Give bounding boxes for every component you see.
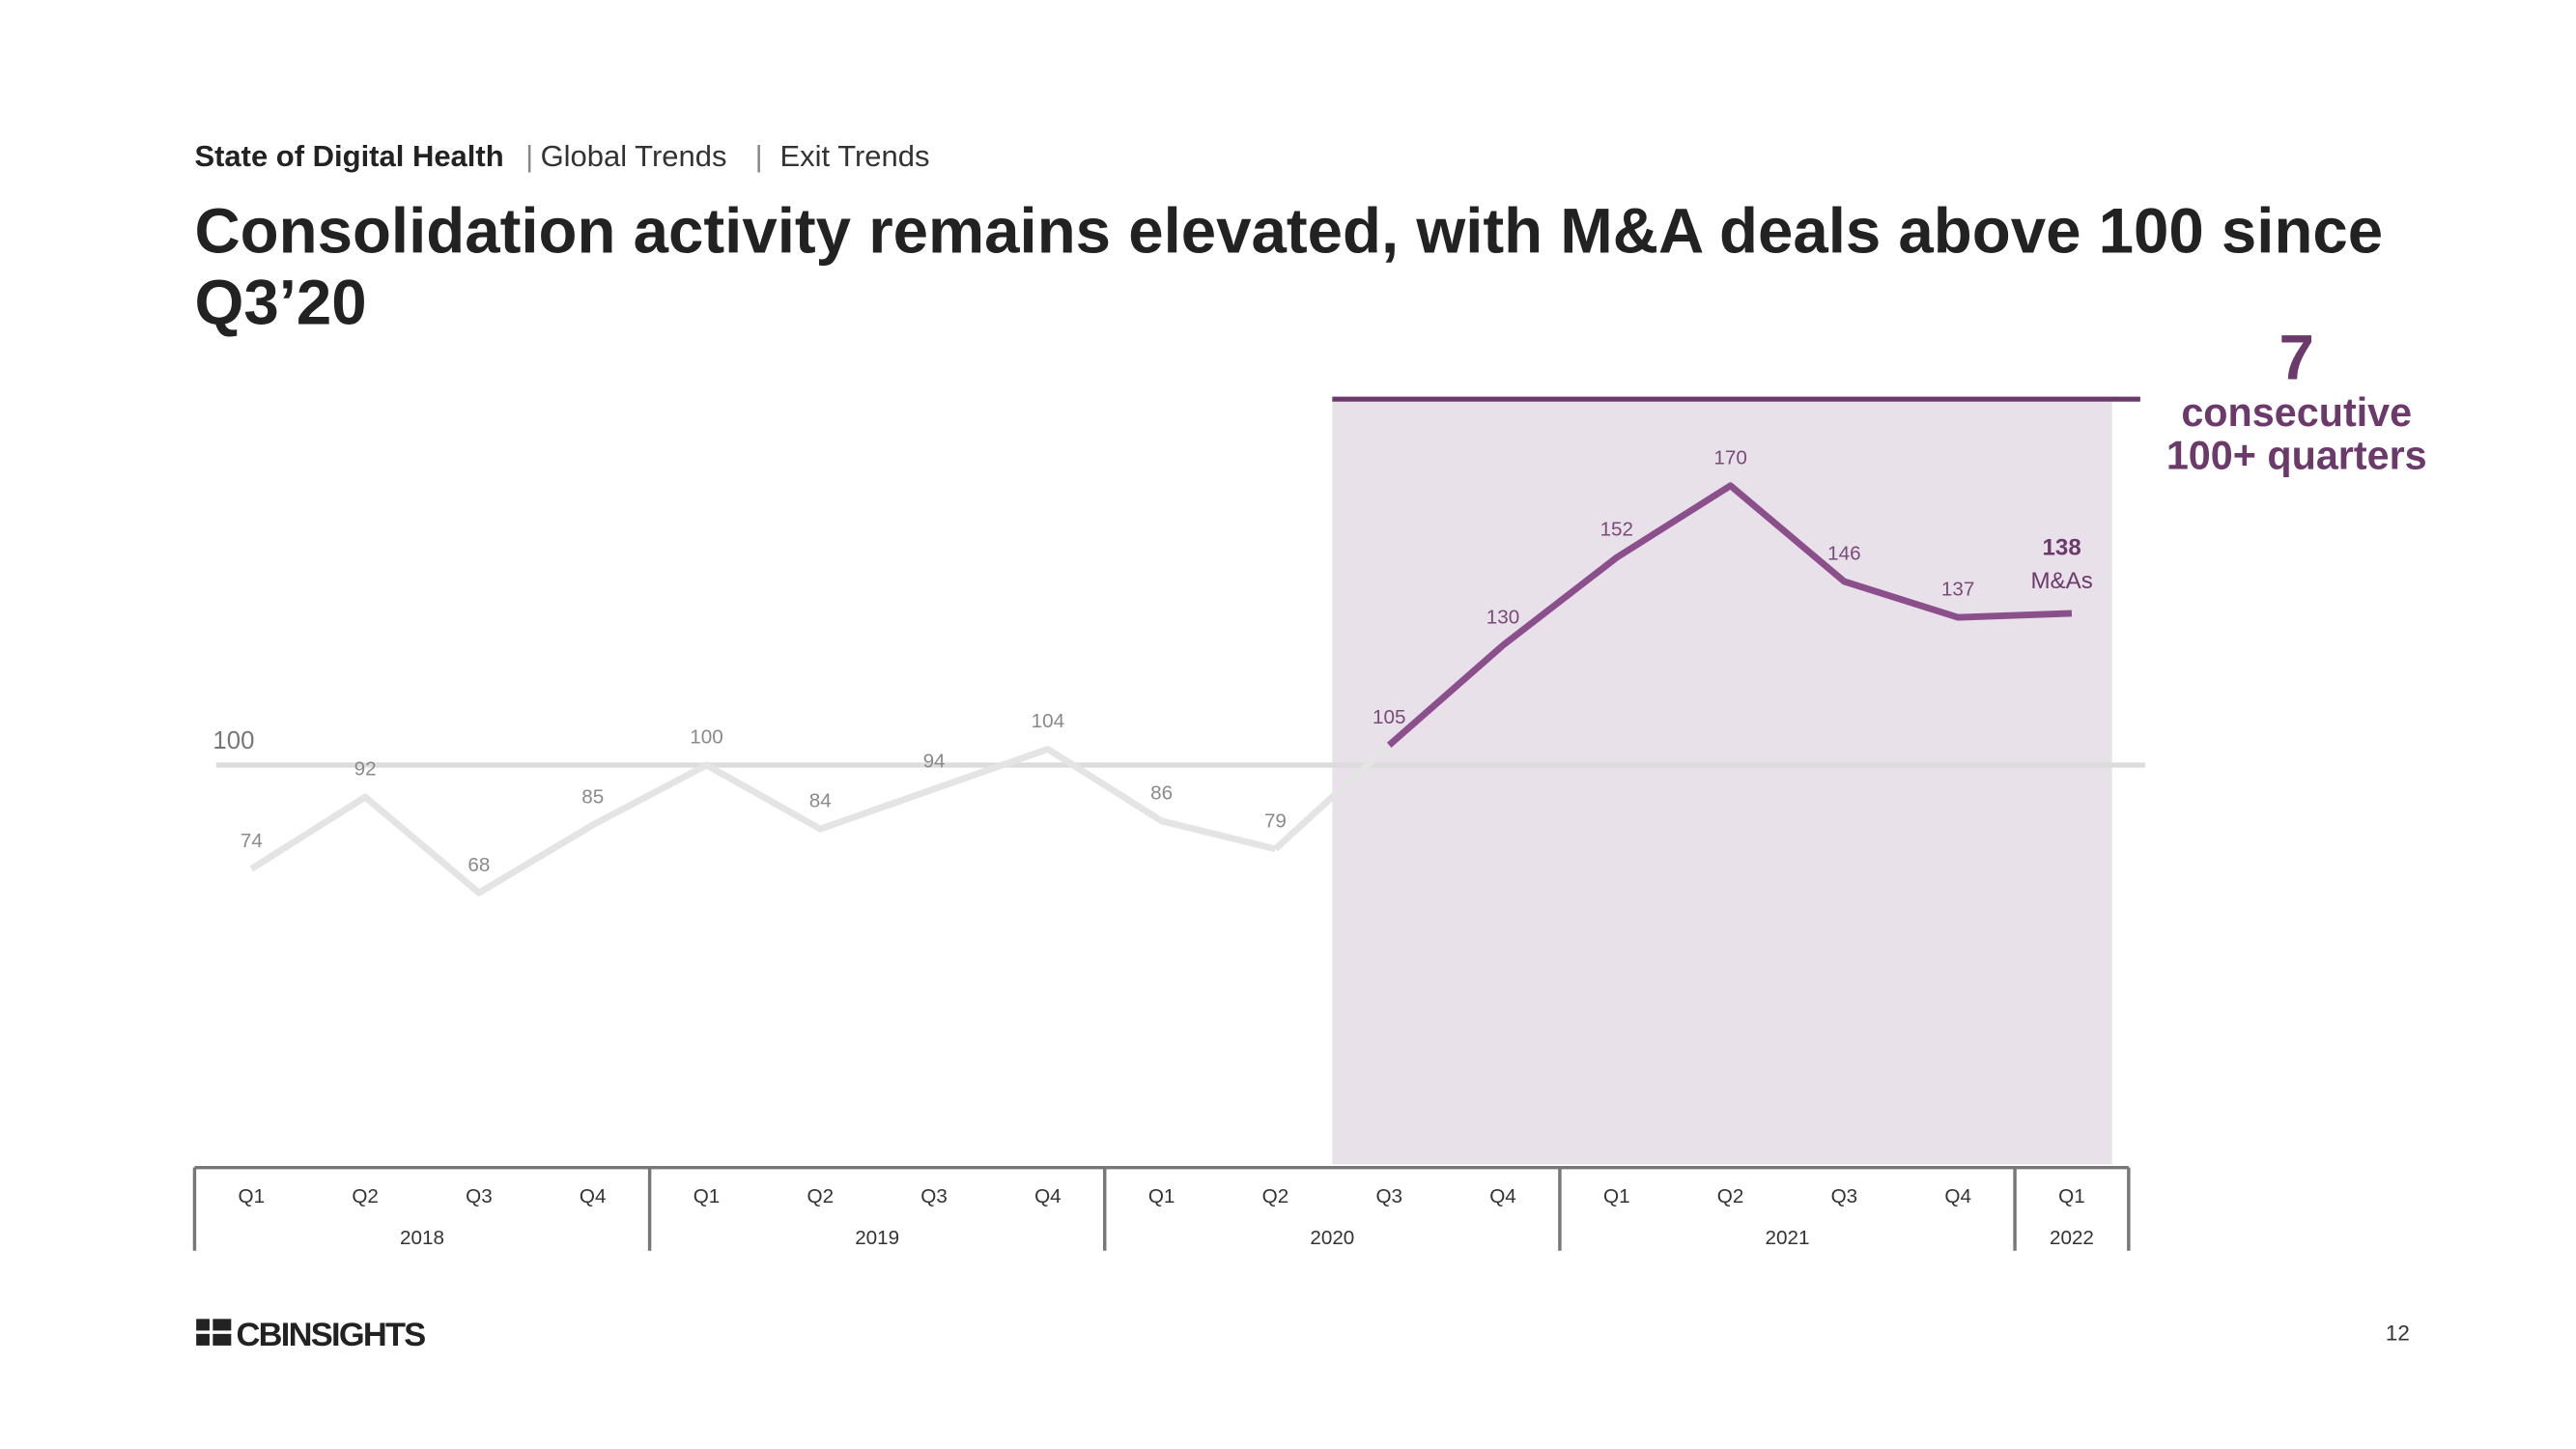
header-separator: |: [525, 139, 533, 173]
chart-title: Q3’20: [194, 268, 366, 338]
x-tick-label: Q3: [1831, 1185, 1858, 1208]
value-label: 170: [1713, 446, 1746, 469]
value-label: 92: [354, 758, 377, 781]
page-number: 12: [2386, 1321, 2410, 1346]
highlight-region: [1332, 399, 2112, 1165]
value-label: 86: [1150, 781, 1173, 804]
x-tick-label: Q1: [1603, 1185, 1630, 1208]
series-line: [249, 746, 1277, 896]
annotation-text: consecutive: [2181, 390, 2412, 435]
group-label: 2021: [1766, 1227, 1810, 1249]
logo: CBINSIGHTS: [196, 1317, 427, 1353]
x-tick-label: Q3: [920, 1185, 948, 1208]
x-tick-label: Q2: [352, 1185, 379, 1208]
value-label: 68: [467, 854, 490, 876]
annotation-number: 7: [2279, 323, 2314, 393]
group-label: 2020: [1310, 1227, 1354, 1249]
x-tick-label: Q1: [1148, 1185, 1175, 1208]
chart-title: Consolidation activity remains elevated,…: [194, 196, 2383, 267]
x-tick-label: Q3: [466, 1185, 493, 1208]
group-label: 2018: [400, 1227, 444, 1249]
header-separator: |: [755, 139, 763, 173]
logo-icon: [212, 1333, 232, 1346]
value-label: 74: [241, 830, 263, 852]
x-tick-label: Q4: [1034, 1185, 1062, 1208]
value-label: 79: [1264, 810, 1287, 832]
value-label: 85: [581, 786, 604, 809]
x-tick-label: Q2: [1717, 1185, 1744, 1208]
group-label: 2019: [855, 1227, 899, 1249]
value-label: 152: [1600, 519, 1633, 541]
x-tick-label: Q1: [694, 1185, 721, 1208]
value-label: 105: [1373, 706, 1405, 728]
logo-icon: [196, 1319, 210, 1331]
x-tick-label: Q3: [1375, 1185, 1402, 1208]
value-label: 104: [1032, 710, 1064, 732]
header-subsection: Global Trends: [541, 139, 727, 173]
header-topic: Exit Trends: [780, 139, 930, 173]
logo-text: CBINSIGHTS: [236, 1317, 425, 1353]
reference-label: 100: [212, 727, 254, 754]
x-tick-label: Q2: [1262, 1185, 1289, 1208]
value-note: M&As: [2030, 568, 2092, 594]
series-line: [1386, 482, 2073, 748]
value-label: 130: [1486, 607, 1519, 629]
value-label: 146: [1827, 543, 1860, 565]
value-label: 94: [923, 750, 946, 772]
connector-line: [1273, 742, 1392, 852]
header-section: State of Digital Health: [194, 139, 503, 173]
x-tick-label: Q4: [580, 1185, 607, 1208]
value-label: 84: [809, 790, 832, 812]
logo-icon: [196, 1333, 210, 1346]
value-label: 138: [2043, 535, 2081, 561]
annotation-text: 100+ quarters: [2166, 434, 2427, 478]
value-label: 137: [1941, 579, 1974, 601]
value-label: 100: [690, 726, 722, 749]
x-tick-label: Q2: [807, 1185, 835, 1208]
x-tick-label: Q4: [1489, 1185, 1516, 1208]
logo-icon: [212, 1319, 232, 1331]
x-tick-label: Q4: [1944, 1185, 1971, 1208]
group-label: 2022: [2050, 1227, 2094, 1249]
x-tick-label: Q1: [2058, 1185, 2085, 1208]
x-tick-label: Q1: [239, 1185, 266, 1208]
